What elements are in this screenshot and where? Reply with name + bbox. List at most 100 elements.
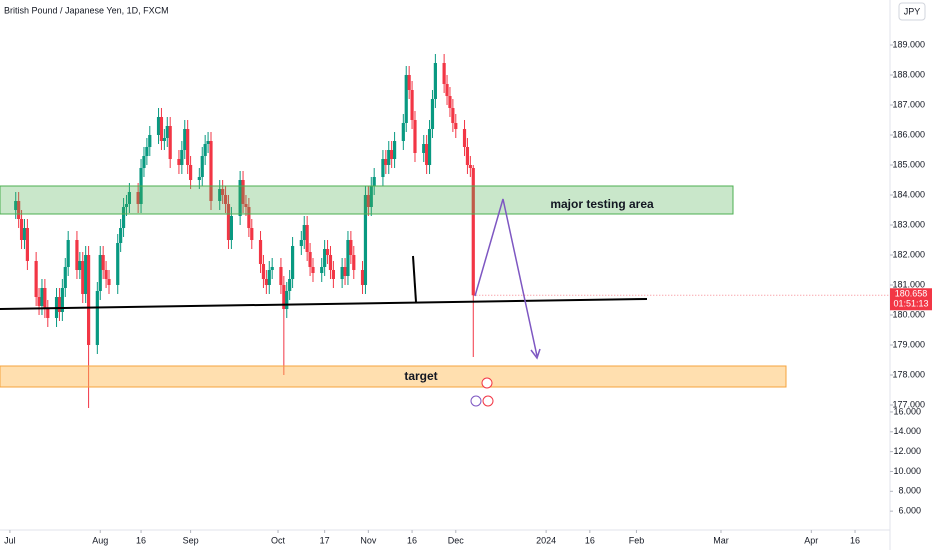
candle-body [22,228,27,240]
candle-body [413,120,417,153]
candle-body [442,63,446,84]
candle-body [34,261,38,297]
x-tick-label: Nov [360,535,377,545]
candle-body [468,165,472,168]
candle-body [430,99,435,129]
candle-body [197,177,201,180]
event-icon[interactable] [482,395,494,407]
candle-body [162,138,166,141]
projection-path[interactable] [474,198,538,357]
candle-body [331,270,335,279]
candle-body [78,261,82,270]
event-icon[interactable] [481,377,493,389]
trend-line[interactable] [412,255,417,303]
candle-body [127,192,131,204]
x-tick-label: 2024 [536,535,556,545]
candle-body [270,267,274,270]
zone-label: target [404,369,437,383]
x-tick-label: Oct [271,535,286,545]
target-zone[interactable] [0,365,787,388]
candle-body [57,297,62,312]
y2-tick-label: 16.000 [893,406,921,416]
candle-body [136,192,140,204]
candle-body [308,252,312,267]
x-tick-label: Dec [448,535,465,545]
candle-body [250,228,254,240]
candle-body [445,84,449,96]
candle-body [360,270,365,285]
candle-body [218,189,222,201]
candle-body [226,204,231,240]
candle-body [17,201,21,219]
candle-body [66,240,70,267]
candle-body [425,144,429,165]
candle-body [264,279,268,285]
candle-body [209,141,213,201]
y-tick-label: 182.000 [892,249,925,259]
candle-body [366,195,370,207]
currency-button[interactable] [898,2,926,21]
candle-body [433,63,437,99]
y-tick-label: 177.000 [892,399,925,409]
candle-body [223,195,228,204]
x-tick-label: Aug [92,535,108,545]
candle-body [363,195,368,285]
last-price-tag [890,288,932,311]
y-tick-label: 185.000 [892,159,925,169]
candle-body [261,264,266,279]
testing-zone[interactable] [0,185,734,215]
candle-body [290,246,295,279]
x-tick-label: 16 [136,535,146,545]
candle-body [247,207,251,228]
x-tick-label: Mar [713,535,729,545]
candle-body [124,204,129,207]
candle-body [95,291,99,345]
support-line[interactable] [0,298,648,310]
zone-label: major testing area [550,197,654,211]
event-icon[interactable] [470,395,482,407]
candle-body [328,255,333,270]
candle-body [384,159,388,165]
x-tick-label: 16 [585,535,595,545]
candle-body [156,117,161,135]
candle-body [116,243,120,285]
y-tick-label: 188.000 [892,69,925,79]
x-tick-label: 17 [320,535,330,545]
candle-body [244,204,248,207]
x-tick-label: Sep [183,535,199,545]
x-tick-label: 16 [850,535,860,545]
candle-body [229,216,233,240]
candle-body [186,129,190,165]
candle-body [401,123,405,141]
y-tick-label: 178.000 [892,369,925,379]
candle-body [258,240,263,264]
candle-body [267,270,271,285]
candle-body [63,267,67,288]
candle-body [206,141,210,144]
candle-body [422,144,426,153]
candle-body [343,267,347,276]
candle-body [142,156,146,168]
candle-body [465,147,470,165]
candle-body [19,219,24,240]
candle-body [183,129,187,150]
candle-body [60,288,64,312]
candle-body [98,255,102,291]
y-tick-label: 187.000 [892,99,925,109]
y-tick-label: 189.000 [892,39,925,49]
candle-body [323,249,327,267]
candle-body [165,126,169,138]
candle-body [241,180,245,204]
candle-body [462,129,467,147]
candle-body [200,156,204,177]
candle-body [352,255,356,270]
candle-body [471,168,475,296]
y-tick-label: 180.000 [892,309,925,319]
candle-body [369,186,373,207]
candle-body [46,309,50,318]
candle-body [282,285,286,309]
currency[interactable]: JPY [904,6,921,16]
y2-tick-label: 6.000 [898,506,921,516]
candle-body [279,267,283,285]
